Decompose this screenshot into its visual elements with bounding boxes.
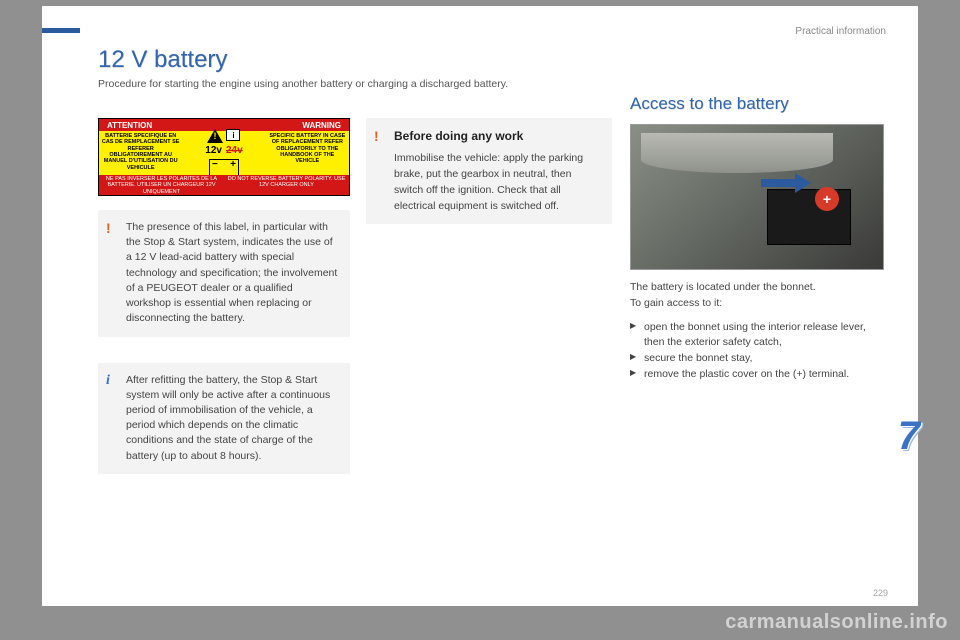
access-heading: Access to the battery bbox=[630, 94, 884, 114]
label-icons: i 12v 24v bbox=[182, 131, 265, 175]
battery-warning-label: ATTENTION WARNING BATTERIE SPECIFIQUE EN… bbox=[98, 118, 350, 196]
exclamation-icon: ! bbox=[374, 126, 379, 146]
label-bottom-en: DO NOT REVERSE BATTERY POLARITY. USE 12V… bbox=[224, 175, 349, 195]
pointer-arrow-icon bbox=[761, 171, 811, 201]
access-bullets: open the bonnet using the interior relea… bbox=[630, 320, 884, 383]
access-bullet: open the bonnet using the interior relea… bbox=[630, 320, 884, 352]
section-header: Practical information bbox=[795, 26, 886, 37]
access-bullet: secure the bonnet stay, bbox=[630, 351, 884, 367]
before-work-body: Immobilise the vehicle: apply the parkin… bbox=[394, 151, 602, 214]
positive-terminal: + bbox=[815, 187, 839, 211]
column-1: ATTENTION WARNING BATTERIE SPECIFIQUE EN… bbox=[98, 118, 350, 474]
watermark: carmanualsonline.info bbox=[725, 611, 948, 634]
edge-accent bbox=[42, 28, 80, 33]
label-fr-text: BATTERIE SPECIFIQUE EN CAS DE REMPLACEME… bbox=[99, 131, 182, 175]
info-icon: i bbox=[106, 371, 110, 391]
label-attention: ATTENTION bbox=[107, 121, 152, 130]
warning-triangle-icon bbox=[207, 129, 223, 143]
info-note: i After refitting the battery, the Stop … bbox=[98, 363, 350, 474]
info-note-text: After refitting the battery, the Stop & … bbox=[126, 374, 330, 462]
label-warning: WARNING bbox=[302, 121, 341, 130]
page-title: 12 V battery bbox=[98, 46, 227, 74]
label-en-text: SPECIFIC BATTERY IN CASE OF REPLACEMENT … bbox=[266, 131, 349, 175]
access-intro-2: To gain access to it: bbox=[630, 296, 884, 312]
manual-page: Practical information 12 V battery Proce… bbox=[42, 6, 918, 606]
access-intro-1: The battery is located under the bonnet. bbox=[630, 280, 884, 296]
before-work-note: ! Before doing any work Immobilise the v… bbox=[366, 118, 612, 224]
warning-note-1: ! The presence of this label, in particu… bbox=[98, 210, 350, 337]
volt-24-crossed: 24v bbox=[226, 145, 243, 157]
page-number: 229 bbox=[873, 588, 888, 598]
chapter-number: 7 bbox=[898, 414, 920, 459]
bonnet-shape bbox=[641, 133, 833, 173]
page-subtitle: Procedure for starting the engine using … bbox=[98, 78, 508, 90]
warning-note-1-text: The presence of this label, in particula… bbox=[126, 221, 337, 324]
manual-book-icon: i bbox=[226, 129, 240, 141]
column-3: Access to the battery + The battery is l… bbox=[630, 94, 884, 383]
before-work-heading: Before doing any work bbox=[394, 128, 602, 145]
access-bullet: remove the plastic cover on the (+) term… bbox=[630, 367, 884, 383]
volt-12: 12v bbox=[205, 145, 222, 157]
label-bottom-fr: NE PAS INVERSER LES POLARITES DE LA BATT… bbox=[99, 175, 224, 195]
engine-bay-photo: + bbox=[630, 124, 884, 270]
exclamation-icon: ! bbox=[106, 218, 111, 238]
column-2: ! Before doing any work Immobilise the v… bbox=[366, 118, 612, 224]
